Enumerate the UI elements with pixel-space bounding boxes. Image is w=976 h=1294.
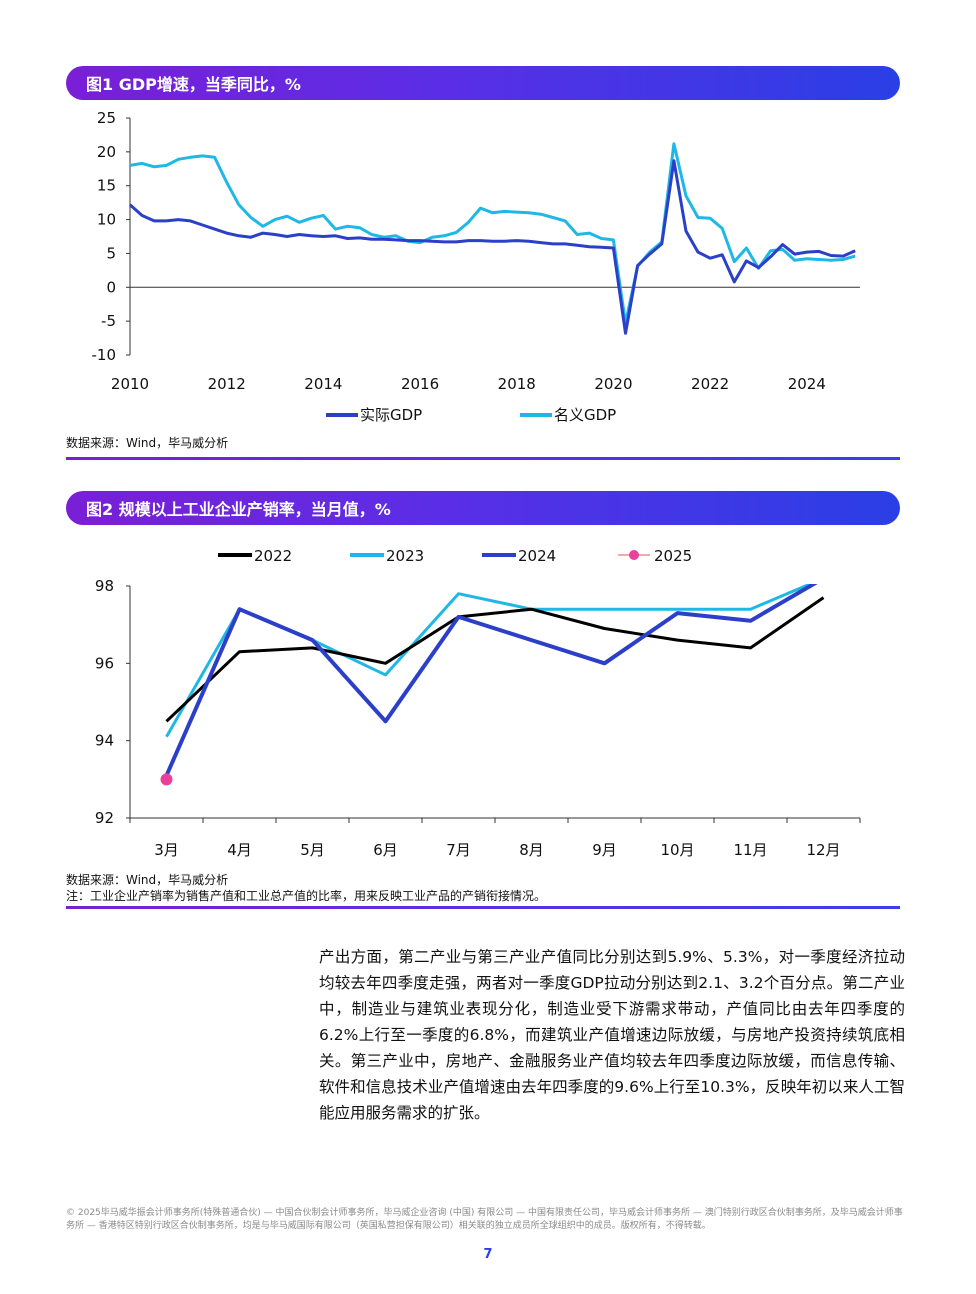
chart1-y-tick-label: 15 (97, 177, 116, 195)
page-number: 7 (483, 1247, 493, 1262)
chart2-x-tick-label: 10月 (660, 841, 694, 859)
chart2-y-tick-label: 96 (95, 654, 114, 672)
chart2-series-line-2023 (165, 584, 814, 738)
chart1-x-tick-label: 2018 (498, 375, 536, 393)
chart2-divider (66, 906, 900, 909)
chart1-y-tick-label: -5 (101, 312, 116, 330)
chart2-title: 图2 规模以上工业企业产销率，当月值，% (86, 500, 391, 519)
chart2-x-tick-label: 5月 (300, 841, 325, 859)
chart1-series-line-real-gdp (129, 159, 856, 335)
chart2-y-tick-label: 92 (95, 809, 114, 827)
chart1-y-tick-label: 10 (97, 211, 116, 229)
chart1-divider (66, 457, 900, 460)
chart1-legend-label: 实际GDP (360, 406, 422, 424)
chart2-industrial-sales-ratio: 98 96 94 92 3月 4月 5月 6月 7月 8月 9月 10月 11月 12月 2022 2023 2… (95, 547, 861, 859)
chart2-x-tick-label: 6月 (373, 841, 398, 859)
chart2-x-tick-label: 4月 (227, 841, 252, 859)
chart2-source: 数据来源：Wind，毕马威分析 (66, 873, 229, 887)
chart1-x-tick-label: 2022 (691, 375, 729, 393)
chart1-y-tick-label: 0 (106, 278, 116, 296)
chart2-legend-marker (629, 550, 639, 560)
chart2-y-tick-label: 98 (95, 577, 114, 595)
chart1-source: 数据来源：Wind，毕马威分析 (66, 436, 229, 450)
chart1-y-tick-label: -10 (92, 346, 117, 364)
chart1-x-tick-label: 2012 (208, 375, 246, 393)
footer-legal: © 2025毕马威华振会计师事务所(特殊普通合伙) — 中国合伙制会计师事务所，… (66, 1208, 903, 1231)
chart2-point-2025 (160, 773, 173, 786)
chart1-x-tick-label: 2010 (111, 375, 149, 393)
chart2-x-tick-label: 12月 (806, 841, 840, 859)
body-paragraph-block: 产出方面，第二产业与第三产业产值同比分别达到5.9%、5.3%，对一季度经济拉动… (319, 944, 905, 1126)
chart2-x-tick-label: 8月 (519, 841, 544, 859)
chart2-x-tick-label: 3月 (154, 841, 179, 859)
chart2-legend-label: 2022 (254, 547, 292, 565)
chart1-x-tick-label: 2020 (594, 375, 632, 393)
chart2-note: 注：工业企业产销率为销售产值和工业总产值的比率，用来反映工业产品的产销衔接情况。 (66, 889, 547, 903)
chart1-y-tick-label: 25 (97, 109, 116, 127)
chart2-x-tick-label: 9月 (592, 841, 617, 859)
chart2-series-line-2024 (164, 584, 818, 777)
chart2-x-tick-label: 11月 (733, 841, 767, 859)
chart1-x-tick-label: 2014 (304, 375, 342, 393)
chart1-legend-label: 名义GDP (554, 406, 616, 424)
chart1-gdp-growth: 25 20 15 10 5 0 -5 -10 2010 2012 2014 2016 2018 2020 2… (92, 109, 860, 424)
chart2-series-line-2022 (165, 596, 825, 723)
chart1-x-tick-label: 2016 (401, 375, 439, 393)
chart1-title-banner: 图1 GDP增速，当季同比，% (66, 66, 900, 100)
chart2-x-tick-label: 7月 (446, 841, 471, 859)
chart2-legend-label: 2023 (386, 547, 424, 565)
chart1-y-tick-label: 20 (97, 143, 116, 161)
chart2-y-tick-label: 94 (95, 732, 114, 750)
chart1-y-tick-label: 5 (106, 244, 116, 262)
chart2-title-banner: 图2 规模以上工业企业产销率，当月值，% (66, 491, 900, 525)
chart2-legend-label: 2025 (654, 547, 692, 565)
chart1-title: 图1 GDP增速，当季同比，% (86, 75, 301, 94)
chart1-series-line-nominal-gdp (129, 142, 856, 325)
chart1-x-tick-label: 2024 (788, 375, 826, 393)
body-paragraph: 产出方面，第二产业与第三产业产值同比分别达到5.9%、5.3%，对一季度经济拉动… (319, 948, 905, 1122)
chart2-legend-label: 2024 (518, 547, 556, 565)
